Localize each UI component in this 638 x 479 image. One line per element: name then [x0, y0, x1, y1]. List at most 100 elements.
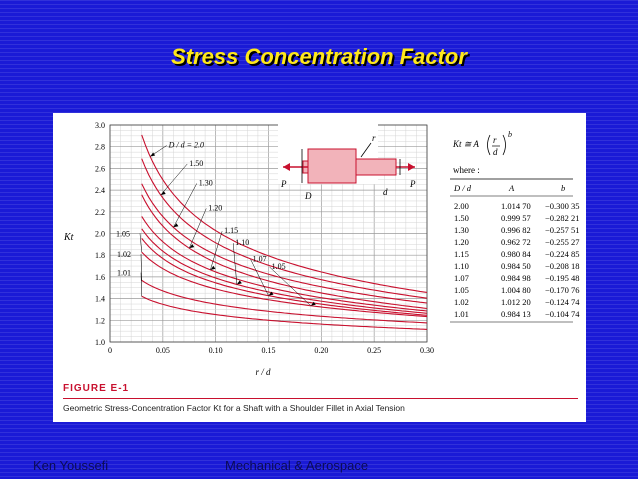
formula-paren-right: [502, 134, 506, 156]
label-d: d: [383, 187, 388, 197]
table-cell: 0.984 50: [501, 261, 531, 271]
leader-line: [269, 266, 311, 306]
curve-label: D / d = 2.0: [168, 141, 204, 150]
shaft-small-section: [355, 158, 397, 176]
leader-arrow-icon: [236, 280, 242, 285]
series-line: [141, 216, 428, 312]
leader-arrow-icon: [173, 223, 179, 228]
label-P-left: P: [280, 179, 287, 189]
series-line: [141, 228, 428, 314]
curve-label: 1.15: [224, 226, 238, 235]
formula-paren-left: [487, 134, 491, 156]
table-cell: −0.208 18: [545, 261, 580, 271]
arrow-right-icon: [408, 163, 415, 171]
y-tick-label: 2.4: [95, 186, 105, 195]
x-tick-label: 0.05: [156, 346, 170, 355]
series-line: [141, 238, 428, 316]
table-header: A: [508, 183, 515, 193]
y-tick-label: 2.2: [95, 208, 105, 217]
table-cell: 0.999 57: [501, 213, 531, 223]
figure-panel: 0 0.05 0.10 0.15 0.20 0.25 0.30 1.0 1.2 1.4 1.6 1.8…: [53, 113, 586, 422]
leader-line: [160, 163, 188, 196]
footer-department: Mechanical & Aerospace: [225, 458, 369, 473]
x-axis-label: r / d: [255, 367, 271, 377]
table-cell: 1.004 80: [501, 285, 531, 295]
x-tick-label: 0.25: [367, 346, 381, 355]
curve-label: 1.10: [235, 238, 249, 247]
leader-arrow-icon: [268, 291, 274, 296]
table-cell: 1.30: [454, 225, 469, 235]
table-cell: −0.104 74: [545, 309, 580, 319]
table-cell: 1.02: [454, 297, 469, 307]
y-axis-label: Kt: [63, 232, 74, 243]
leader-line: [139, 233, 142, 253]
y-tick-label: 1.2: [95, 316, 105, 325]
slide-title: Stress Concentration Factor: [171, 44, 467, 69]
curve-label: 1.30: [199, 179, 213, 188]
table-cell: 0.984 13: [501, 309, 531, 319]
table-cell: −0.257 51: [545, 225, 580, 235]
series-line: [141, 279, 428, 324]
y-tick-label: 3.0: [95, 121, 105, 130]
leader-arrow-icon: [310, 301, 316, 306]
grid: [109, 124, 428, 343]
x-tick-label: 0.20: [314, 346, 328, 355]
table-cell: 1.01: [454, 309, 469, 319]
curve-label: 1.05: [116, 230, 130, 239]
table-cell: 1.07: [454, 273, 469, 283]
table-header: D / d: [453, 183, 472, 193]
series-line: [141, 134, 428, 293]
curve-label: 1.20: [208, 203, 222, 212]
stress-concentration-chart: 0 0.05 0.10 0.15 0.20 0.25 0.30 1.0 1.2 1.4 1.6 1.8…: [63, 121, 580, 377]
table-cell: 0.984 98: [501, 273, 531, 283]
table-cell: −0.124 74: [545, 297, 580, 307]
label-P-right: P: [409, 179, 416, 189]
table-cell: 1.014 70: [501, 201, 531, 211]
series-line: [141, 194, 428, 310]
table-cell: 0.996 82: [501, 225, 531, 235]
footer-author: Ken Youssefi: [33, 458, 109, 473]
table-header: b: [561, 183, 565, 193]
curve-label: 1.07: [253, 254, 267, 263]
leader-line: [140, 272, 142, 297]
table-cell: −0.170 76: [545, 285, 580, 295]
table-cell: −0.300 35: [545, 201, 580, 211]
axes: 0 0.05 0.10 0.15 0.20 0.25 0.30 1.0 1.2 1.4 1.6 1.8…: [95, 121, 434, 355]
shaft-shoulder: [307, 148, 357, 184]
x-tick-label: 0: [108, 346, 112, 355]
table-cell: 0.962 72: [501, 237, 531, 247]
table-cell: 1.012 20: [501, 297, 531, 307]
leader-line: [173, 183, 197, 228]
x-tick-label: 0.30: [420, 346, 434, 355]
y-tick-label: 2.0: [95, 230, 105, 239]
y-tick-label: 1.6: [95, 273, 105, 282]
table-cell: −0.255 27: [545, 237, 580, 247]
formula-lhs: Kt ≅ A: [452, 139, 479, 149]
y-tick-label: 2.6: [95, 164, 105, 173]
figure-label: FIGURE E-1: [63, 383, 130, 394]
x-tick-label: 0.15: [262, 346, 276, 355]
curve-label: 1.02: [117, 250, 131, 259]
table-cell: 1.50: [454, 213, 469, 223]
formula-where: where :: [453, 165, 480, 175]
table-cell: 1.05: [454, 285, 469, 295]
arrow-left-icon: [283, 163, 290, 171]
formula-d: d: [493, 147, 498, 157]
leader-arrow-icon: [189, 244, 195, 249]
figure-divider: [63, 398, 578, 399]
curve-labels: D / d = 2.0 1.50 1.30 1.20 1.15 1.10 1.07 1.05 1…: [116, 141, 316, 306]
x-tick-label: 0.10: [209, 346, 223, 355]
curve-label: 1.05: [272, 262, 286, 271]
table-cell: −0.195 48: [545, 273, 580, 283]
y-tick-label: 1.8: [95, 251, 105, 260]
y-tick-label: 1.0: [95, 338, 105, 347]
formula-r: r: [493, 135, 497, 145]
leader-line: [189, 208, 207, 249]
table-cell: −0.224 85: [545, 249, 580, 259]
leader-line: [210, 231, 223, 270]
curve-label: 1.01: [117, 269, 131, 278]
table-cell: 1.10: [454, 261, 469, 271]
table-cell: 1.15: [454, 249, 469, 259]
table-cell: 1.20: [454, 237, 469, 247]
